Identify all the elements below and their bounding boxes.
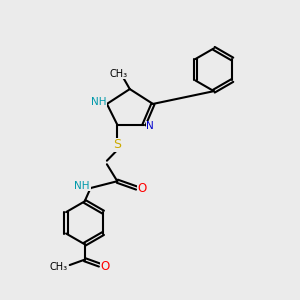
Text: NH: NH	[91, 98, 106, 107]
Text: S: S	[113, 138, 121, 151]
Text: CH₃: CH₃	[110, 69, 128, 79]
Text: NH: NH	[74, 181, 90, 191]
Text: O: O	[100, 260, 110, 273]
Text: CH₃: CH₃	[50, 262, 68, 272]
Text: N: N	[146, 121, 154, 131]
Text: O: O	[137, 182, 147, 195]
